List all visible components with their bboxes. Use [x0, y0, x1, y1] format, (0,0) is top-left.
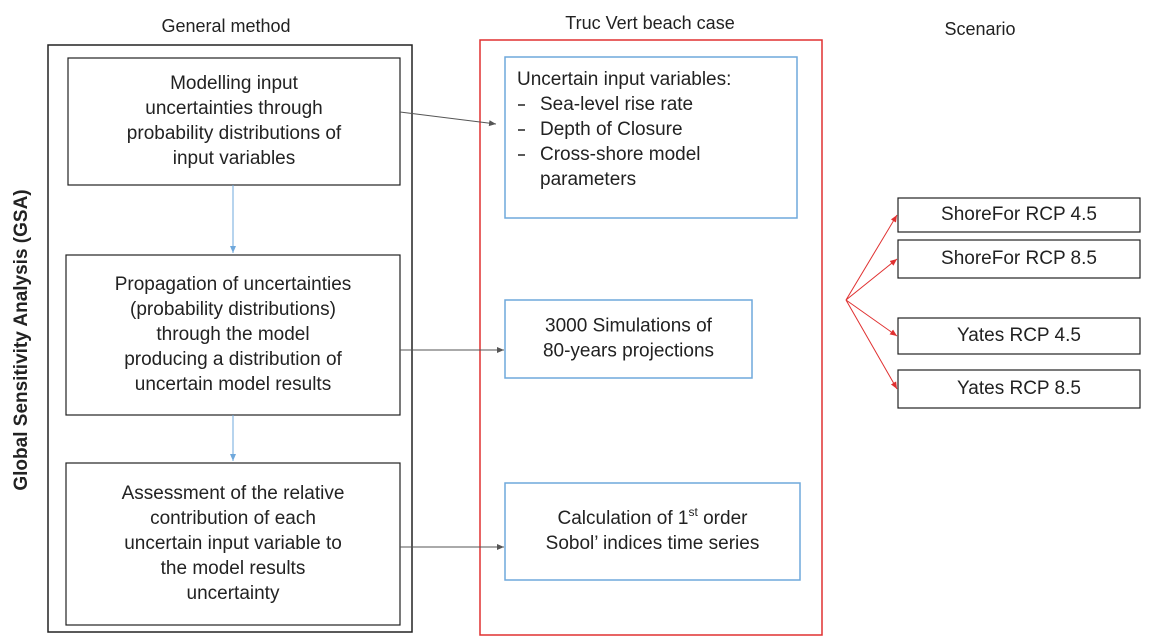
- column-header: Truc Vert beach case: [565, 13, 734, 33]
- method-text: contribution of each: [150, 508, 316, 529]
- method-text: Modelling input: [170, 73, 299, 94]
- method-box: [67, 57, 401, 186]
- text-part: Calculation of 1: [558, 508, 689, 529]
- method-text: uncertainty: [187, 583, 280, 604]
- scenario-box: [897, 239, 1141, 279]
- case-title: Uncertain input variables:: [517, 69, 731, 90]
- arrow: [845, 214, 898, 301]
- arrow: [399, 111, 497, 127]
- case-text: Sobol’ indices time series: [546, 533, 760, 554]
- scenario-text: ShoreFor RCP 8.5: [941, 248, 1097, 269]
- case-item: Cross-shore model: [540, 144, 701, 165]
- scenario-box: [897, 197, 1141, 233]
- method-text: uncertain model results: [135, 374, 331, 395]
- column-header: General method: [161, 16, 290, 36]
- case-box: [504, 299, 753, 379]
- scenario-text: Yates RCP 8.5: [957, 378, 1081, 399]
- text-part: order: [698, 508, 748, 529]
- method-frame: [47, 44, 413, 633]
- method-text: uncertain input variable to: [124, 533, 342, 554]
- method-text: through the model: [156, 324, 309, 345]
- method-text: probability distributions of: [127, 123, 342, 144]
- arrow: [845, 299, 898, 337]
- arrow: [845, 299, 898, 390]
- superscript: st: [688, 505, 698, 519]
- scenario-box: [897, 369, 1141, 409]
- scenario-text: Yates RCP 4.5: [957, 325, 1081, 346]
- scenario-box: [897, 317, 1141, 355]
- case-item: Depth of Closure: [540, 119, 683, 140]
- method-text: input variables: [173, 148, 296, 169]
- content: Modelling input uncertainties through prob…: [65, 56, 1141, 626]
- method-text: Assessment of the relative: [122, 483, 345, 504]
- method-text: (probability distributions): [130, 299, 336, 320]
- side-label: Global Sensitivity Analysis (GSA): [11, 189, 32, 490]
- method-text: uncertainties through: [145, 98, 322, 119]
- case-text: 3000 Simulations of: [545, 316, 713, 337]
- case-item: parameters: [540, 169, 636, 190]
- method-box: [65, 462, 401, 626]
- case-text: Calculation of 1st order: [558, 505, 749, 529]
- column-header: Scenario: [944, 19, 1015, 39]
- case-frame: [479, 39, 823, 636]
- case-item: Sea-level rise rate: [540, 94, 693, 115]
- case-box: [504, 482, 801, 581]
- arrow: [845, 258, 898, 301]
- case-box: [504, 56, 798, 219]
- method-text: producing a distribution of: [124, 349, 342, 370]
- method-text: the model results: [161, 558, 306, 579]
- case-text: 80-years projections: [543, 341, 714, 362]
- method-text: Propagation of uncertainties: [115, 274, 352, 295]
- scenario-text: ShoreFor RCP 4.5: [941, 204, 1097, 225]
